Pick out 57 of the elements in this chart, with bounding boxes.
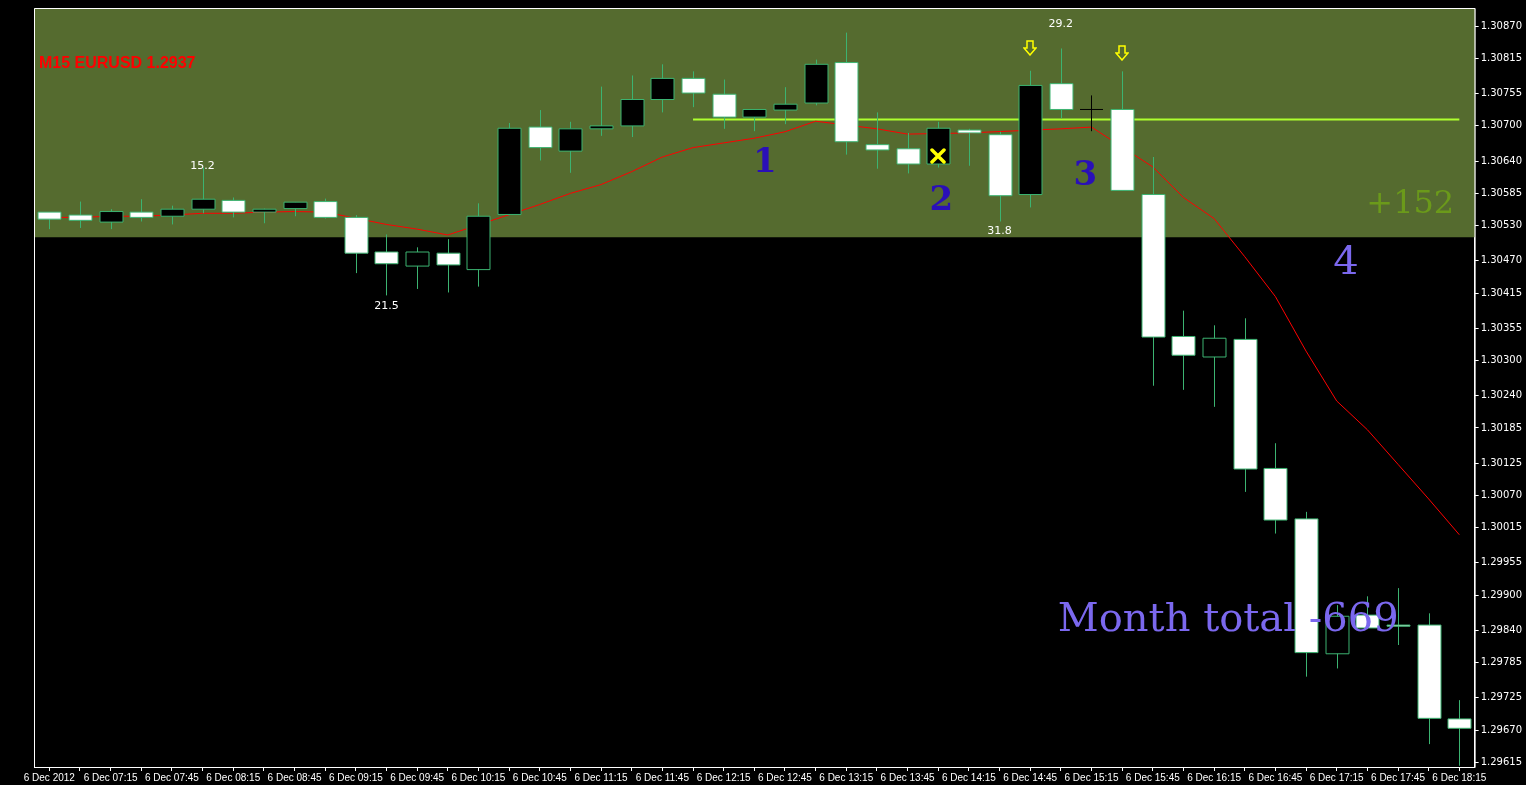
x-tick-label: 6 Dec 08:45	[267, 771, 322, 783]
annotation: 3	[1073, 152, 1098, 193]
y-tick-label: 1.30125	[1480, 456, 1523, 468]
y-tick-label: 1.30585	[1480, 186, 1523, 198]
y-tick-label: 1.29900	[1480, 588, 1523, 600]
x-tick-label: 6 Dec 17:15	[1309, 771, 1365, 783]
y-tick-label: 1.30240	[1480, 389, 1523, 401]
annotation: 29.2	[1048, 16, 1074, 30]
y-tick-label: 1.30185	[1480, 421, 1523, 433]
annotation: 2	[929, 177, 954, 218]
y-tick-label: 1.30700	[1480, 119, 1523, 131]
y-tick-label: 1.30415	[1480, 286, 1523, 298]
x-tick-label: 6 Dec 15:45	[1125, 771, 1181, 783]
y-tick-label: 1.30015	[1480, 521, 1523, 533]
y-tick-label: 1.29725	[1480, 691, 1523, 703]
x-tick-label: 6 Dec 10:15	[451, 771, 506, 783]
y-tick-label: 1.30640	[1480, 154, 1523, 166]
annotation: 1	[752, 139, 777, 180]
x-tick-label: 6 Dec 09:15	[328, 771, 384, 783]
x-tick-label: 6 Dec 15:15	[1064, 771, 1119, 783]
annotation: 15.2	[190, 158, 215, 172]
x-tick-label: 6 Dec 13:15	[819, 771, 874, 783]
y-tick-label: 1.30870	[1480, 19, 1523, 31]
x-tick-label: 6 Dec 13:45	[880, 771, 935, 783]
x-tick-label: 6 Dec 10:45	[512, 771, 568, 783]
x-tick-label: 6 Dec 2012	[23, 771, 76, 783]
x-tick-label: 6 Dec 07:45	[144, 771, 200, 783]
annotation: 31.8	[987, 223, 1012, 237]
y-tick-label: 1.29615	[1480, 755, 1523, 767]
x-tick-label: 6 Dec 11:15	[574, 771, 629, 783]
y-tick-label: 1.30755	[1480, 87, 1523, 99]
y-tick-label: 1.29670	[1480, 723, 1523, 735]
x-tick-label: 6 Dec 07:15	[83, 771, 139, 783]
y-tick-label: 1.29955	[1480, 556, 1523, 568]
y-tick-label: 1.30470	[1480, 254, 1523, 266]
x-tick-label: 6 Dec 12:15	[696, 771, 752, 783]
y-tick-label: 1.30530	[1480, 219, 1523, 231]
y-tick-label: 1.30300	[1480, 354, 1523, 366]
y-tick-label: 1.30355	[1480, 321, 1523, 333]
x-tick-label: 6 Dec 08:15	[206, 771, 261, 783]
y-tick-label: 1.30070	[1480, 489, 1523, 501]
annotation: 4	[1333, 237, 1359, 284]
x-tick-label: 6 Dec 18:15	[1432, 771, 1487, 783]
x-tick-label: 6 Dec 14:15	[941, 771, 997, 783]
candlestick	[1079, 94, 1104, 132]
text: M15 EURUSD 1.2937	[39, 54, 196, 72]
x-tick-label: 6 Dec 16:15	[1187, 771, 1242, 783]
y-tick-label: 1.29785	[1480, 656, 1523, 668]
x-tick-label: 6 Dec 17:45	[1371, 771, 1426, 783]
x-tick-label: 6 Dec 16:45	[1248, 771, 1303, 783]
y-tick-label: 1.30815	[1480, 52, 1523, 64]
y-tick-label: 1.29840	[1480, 623, 1523, 635]
x-tick-label: 6 Dec 14:45	[1003, 771, 1058, 783]
annotation: 21.5	[374, 298, 399, 312]
x-tick-label: 6 Dec 09:45	[390, 771, 445, 783]
x-tick-label: 6 Dec 12:45	[758, 771, 813, 783]
x-tick-label: 6 Dec 11:45	[635, 771, 690, 783]
